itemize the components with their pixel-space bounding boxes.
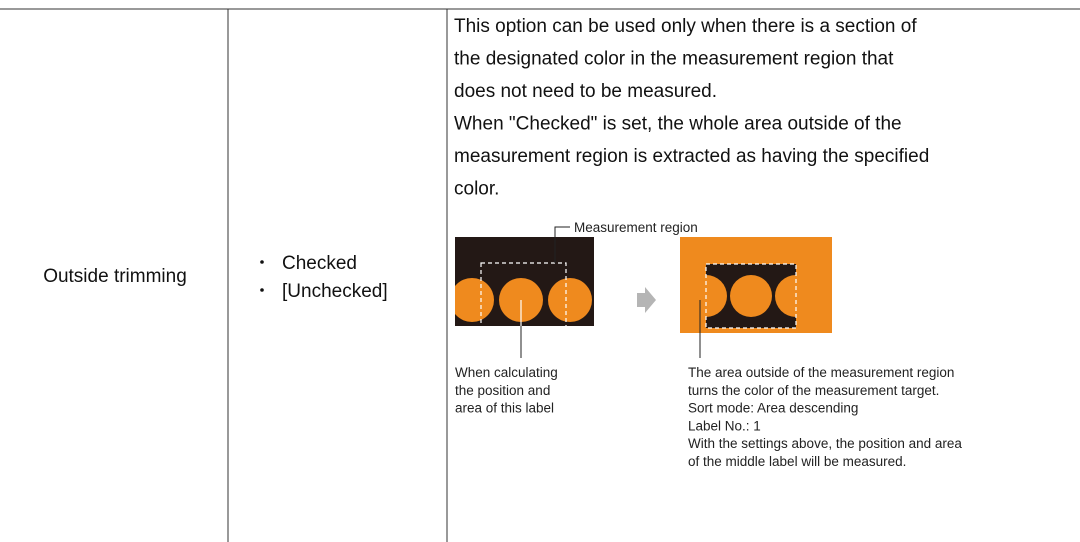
option: [Unchecked] (282, 281, 388, 302)
region-box (705, 263, 797, 329)
bullet (260, 288, 264, 292)
description-line: does not need to be measured. (454, 81, 717, 102)
figure: Measurement region (455, 220, 832, 358)
callout: Measurement region (574, 220, 698, 235)
caption-line: of the middle label will be measured. (688, 454, 906, 469)
callout-line (554, 226, 570, 263)
caption-line: With the settings above, the position an… (688, 436, 962, 451)
caption-line: Label No.: 1 (688, 418, 761, 433)
row-label: Outside trimming (43, 266, 187, 287)
description-line: measurement region is extracted as havin… (454, 146, 929, 167)
description-line: This option can be used only when there … (454, 16, 917, 37)
bullet (260, 260, 264, 264)
blob (548, 278, 592, 322)
description-line: When "Checked" is set, the whole area ou… (454, 114, 902, 135)
option: Checked (282, 253, 357, 274)
caption-line: the position and (455, 383, 550, 398)
caption-line: turns the color of the measurement targe… (688, 383, 939, 398)
caption-line: The area outside of the measurement regi… (688, 365, 954, 380)
caption-line: Sort mode: Area descending (688, 401, 858, 416)
caption-line: When calculating (455, 365, 558, 380)
description-line: color. (454, 179, 499, 200)
description-line: the designated color in the measurement … (454, 49, 894, 70)
caption-line: area of this label (455, 401, 554, 416)
blob (730, 275, 772, 317)
arrow (637, 287, 656, 313)
region-box (480, 262, 567, 328)
blob (775, 275, 796, 317)
blob (706, 275, 727, 317)
blob (455, 278, 494, 322)
